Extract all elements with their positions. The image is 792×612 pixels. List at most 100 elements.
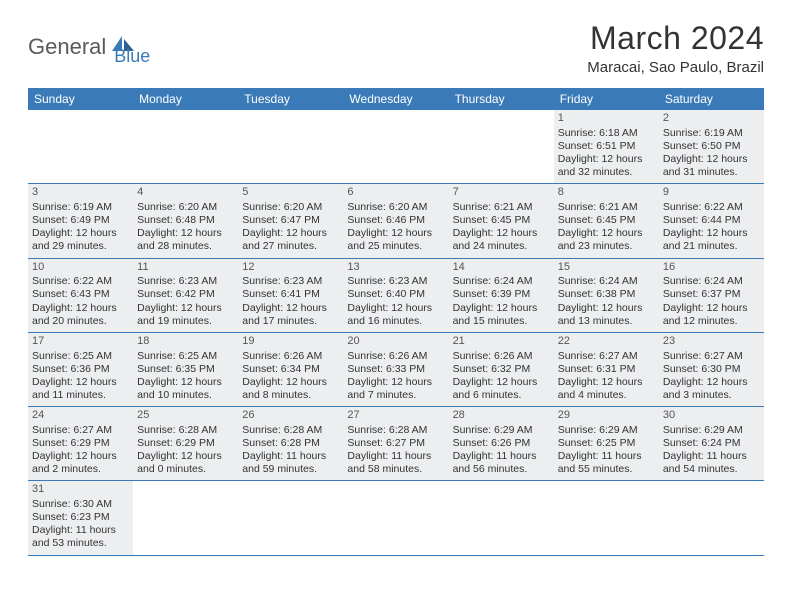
sunrise-text: Sunrise: 6:23 AM bbox=[347, 275, 444, 288]
sunset-text: Sunset: 6:39 PM bbox=[453, 288, 550, 301]
sunrise-text: Sunrise: 6:24 AM bbox=[558, 275, 655, 288]
daylight-text: Daylight: 12 hours and 28 minutes. bbox=[137, 227, 234, 253]
day-number: 5 bbox=[242, 186, 339, 200]
sunrise-text: Sunrise: 6:21 AM bbox=[558, 201, 655, 214]
day-number: 28 bbox=[453, 409, 550, 423]
day-cell bbox=[449, 481, 554, 554]
sunrise-text: Sunrise: 6:26 AM bbox=[453, 350, 550, 363]
sunrise-text: Sunrise: 6:30 AM bbox=[32, 498, 129, 511]
day-cell: 1Sunrise: 6:18 AMSunset: 6:51 PMDaylight… bbox=[554, 110, 659, 183]
sunset-text: Sunset: 6:35 PM bbox=[137, 363, 234, 376]
day-number: 25 bbox=[137, 409, 234, 423]
day-cell: 30Sunrise: 6:29 AMSunset: 6:24 PMDayligh… bbox=[659, 407, 764, 480]
week-row: 1Sunrise: 6:18 AMSunset: 6:51 PMDaylight… bbox=[28, 110, 764, 184]
sunrise-text: Sunrise: 6:20 AM bbox=[137, 201, 234, 214]
sunset-text: Sunset: 6:43 PM bbox=[32, 288, 129, 301]
sunset-text: Sunset: 6:36 PM bbox=[32, 363, 129, 376]
daylight-text: Daylight: 12 hours and 12 minutes. bbox=[663, 302, 760, 328]
week-row: 24Sunrise: 6:27 AMSunset: 6:29 PMDayligh… bbox=[28, 407, 764, 481]
sunrise-text: Sunrise: 6:28 AM bbox=[137, 424, 234, 437]
day-cell: 21Sunrise: 6:26 AMSunset: 6:32 PMDayligh… bbox=[449, 333, 554, 406]
sunset-text: Sunset: 6:34 PM bbox=[242, 363, 339, 376]
day-cell: 10Sunrise: 6:22 AMSunset: 6:43 PMDayligh… bbox=[28, 259, 133, 332]
day-number: 4 bbox=[137, 186, 234, 200]
sunrise-text: Sunrise: 6:19 AM bbox=[663, 127, 760, 140]
day-cell: 2Sunrise: 6:19 AMSunset: 6:50 PMDaylight… bbox=[659, 110, 764, 183]
sunrise-text: Sunrise: 6:22 AM bbox=[663, 201, 760, 214]
sunrise-text: Sunrise: 6:20 AM bbox=[347, 201, 444, 214]
day-number: 19 bbox=[242, 335, 339, 349]
day-number: 3 bbox=[32, 186, 129, 200]
day-cell bbox=[238, 110, 343, 183]
daylight-text: Daylight: 12 hours and 32 minutes. bbox=[558, 153, 655, 179]
daylight-text: Daylight: 12 hours and 25 minutes. bbox=[347, 227, 444, 253]
dow-saturday: Saturday bbox=[659, 88, 764, 110]
sunrise-text: Sunrise: 6:23 AM bbox=[137, 275, 234, 288]
page-title: March 2024 bbox=[587, 20, 764, 57]
day-number: 18 bbox=[137, 335, 234, 349]
daylight-text: Daylight: 12 hours and 24 minutes. bbox=[453, 227, 550, 253]
sunrise-text: Sunrise: 6:21 AM bbox=[453, 201, 550, 214]
daylight-text: Daylight: 12 hours and 6 minutes. bbox=[453, 376, 550, 402]
daylight-text: Daylight: 11 hours and 53 minutes. bbox=[32, 524, 129, 550]
day-of-week-header: SundayMondayTuesdayWednesdayThursdayFrid… bbox=[28, 88, 764, 110]
daylight-text: Daylight: 12 hours and 11 minutes. bbox=[32, 376, 129, 402]
sunset-text: Sunset: 6:51 PM bbox=[558, 140, 655, 153]
day-cell: 14Sunrise: 6:24 AMSunset: 6:39 PMDayligh… bbox=[449, 259, 554, 332]
sunrise-text: Sunrise: 6:22 AM bbox=[32, 275, 129, 288]
sunset-text: Sunset: 6:47 PM bbox=[242, 214, 339, 227]
sunset-text: Sunset: 6:29 PM bbox=[137, 437, 234, 450]
sunset-text: Sunset: 6:27 PM bbox=[347, 437, 444, 450]
sunrise-text: Sunrise: 6:27 AM bbox=[32, 424, 129, 437]
day-cell bbox=[554, 481, 659, 554]
sunset-text: Sunset: 6:46 PM bbox=[347, 214, 444, 227]
sunrise-text: Sunrise: 6:25 AM bbox=[137, 350, 234, 363]
calendar: SundayMondayTuesdayWednesdayThursdayFrid… bbox=[28, 88, 764, 556]
sunrise-text: Sunrise: 6:28 AM bbox=[242, 424, 339, 437]
dow-wednesday: Wednesday bbox=[343, 88, 448, 110]
daylight-text: Daylight: 11 hours and 54 minutes. bbox=[663, 450, 760, 476]
daylight-text: Daylight: 12 hours and 19 minutes. bbox=[137, 302, 234, 328]
day-cell bbox=[449, 110, 554, 183]
dow-monday: Monday bbox=[133, 88, 238, 110]
day-number: 13 bbox=[347, 261, 444, 275]
sunset-text: Sunset: 6:31 PM bbox=[558, 363, 655, 376]
day-number: 29 bbox=[558, 409, 655, 423]
day-number: 27 bbox=[347, 409, 444, 423]
daylight-text: Daylight: 11 hours and 55 minutes. bbox=[558, 450, 655, 476]
sunset-text: Sunset: 6:28 PM bbox=[242, 437, 339, 450]
day-cell: 11Sunrise: 6:23 AMSunset: 6:42 PMDayligh… bbox=[133, 259, 238, 332]
day-cell: 8Sunrise: 6:21 AMSunset: 6:45 PMDaylight… bbox=[554, 184, 659, 257]
daylight-text: Daylight: 12 hours and 29 minutes. bbox=[32, 227, 129, 253]
day-cell: 20Sunrise: 6:26 AMSunset: 6:33 PMDayligh… bbox=[343, 333, 448, 406]
sunset-text: Sunset: 6:23 PM bbox=[32, 511, 129, 524]
day-cell: 27Sunrise: 6:28 AMSunset: 6:27 PMDayligh… bbox=[343, 407, 448, 480]
day-number: 14 bbox=[453, 261, 550, 275]
daylight-text: Daylight: 12 hours and 27 minutes. bbox=[242, 227, 339, 253]
day-number: 12 bbox=[242, 261, 339, 275]
day-cell bbox=[343, 481, 448, 554]
sunrise-text: Sunrise: 6:20 AM bbox=[242, 201, 339, 214]
sunrise-text: Sunrise: 6:29 AM bbox=[558, 424, 655, 437]
sunrise-text: Sunrise: 6:29 AM bbox=[663, 424, 760, 437]
day-cell: 22Sunrise: 6:27 AMSunset: 6:31 PMDayligh… bbox=[554, 333, 659, 406]
day-cell: 23Sunrise: 6:27 AMSunset: 6:30 PMDayligh… bbox=[659, 333, 764, 406]
daylight-text: Daylight: 11 hours and 59 minutes. bbox=[242, 450, 339, 476]
day-cell: 19Sunrise: 6:26 AMSunset: 6:34 PMDayligh… bbox=[238, 333, 343, 406]
daylight-text: Daylight: 12 hours and 7 minutes. bbox=[347, 376, 444, 402]
daylight-text: Daylight: 12 hours and 16 minutes. bbox=[347, 302, 444, 328]
sunset-text: Sunset: 6:49 PM bbox=[32, 214, 129, 227]
day-cell: 29Sunrise: 6:29 AMSunset: 6:25 PMDayligh… bbox=[554, 407, 659, 480]
day-number: 23 bbox=[663, 335, 760, 349]
day-cell: 3Sunrise: 6:19 AMSunset: 6:49 PMDaylight… bbox=[28, 184, 133, 257]
daylight-text: Daylight: 12 hours and 13 minutes. bbox=[558, 302, 655, 328]
daylight-text: Daylight: 12 hours and 2 minutes. bbox=[32, 450, 129, 476]
day-number: 6 bbox=[347, 186, 444, 200]
day-cell: 16Sunrise: 6:24 AMSunset: 6:37 PMDayligh… bbox=[659, 259, 764, 332]
day-number: 30 bbox=[663, 409, 760, 423]
sunset-text: Sunset: 6:45 PM bbox=[453, 214, 550, 227]
week-row: 17Sunrise: 6:25 AMSunset: 6:36 PMDayligh… bbox=[28, 333, 764, 407]
day-number: 21 bbox=[453, 335, 550, 349]
day-number: 26 bbox=[242, 409, 339, 423]
day-cell bbox=[659, 481, 764, 554]
